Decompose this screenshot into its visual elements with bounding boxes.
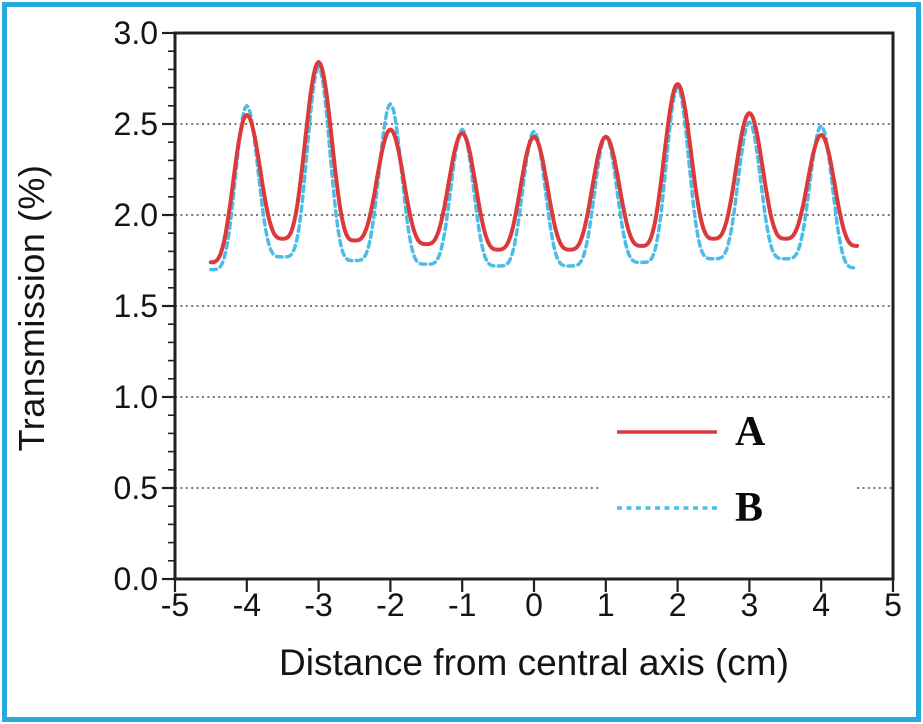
y-tick-label: 2.5 (113, 106, 158, 142)
legend-item-a: A (615, 409, 765, 455)
y-tick-label: 3.0 (113, 15, 158, 51)
x-tick-label: 4 (812, 587, 831, 623)
x-tick-label: 5 (884, 587, 902, 623)
x-tick-label: -5 (160, 587, 190, 623)
x-tick-label: -1 (447, 587, 477, 623)
y-tick-label: 0.5 (113, 470, 158, 506)
x-tick-label: 2 (668, 587, 687, 623)
x-tick-label: -3 (304, 587, 333, 623)
legend-swatch-a (617, 430, 717, 434)
legend-label-a: A (735, 409, 766, 455)
x-tick-label: 3 (740, 587, 759, 623)
series-A-line (208, 60, 860, 265)
y-tick-label: 1.5 (113, 288, 158, 324)
legend: A B (615, 409, 765, 561)
x-tick-label: -4 (232, 587, 262, 623)
legend-label-b: B (735, 485, 764, 531)
y-tick-label: 1.0 (113, 379, 158, 415)
x-tick-label: 1 (596, 587, 615, 623)
y-tick-label: 2.0 (113, 197, 158, 233)
y-tick-label: 0.0 (113, 561, 158, 597)
series-B-line (209, 65, 859, 272)
x-tick-label: 0 (525, 587, 543, 623)
y-axis-title: Transmission (%) (11, 164, 52, 452)
x-tick-label: -2 (376, 587, 405, 623)
x-axis-title: Distance from central axis (cm) (279, 642, 789, 683)
legend-swatch-b (617, 506, 717, 510)
legend-item-b: B (615, 485, 765, 531)
